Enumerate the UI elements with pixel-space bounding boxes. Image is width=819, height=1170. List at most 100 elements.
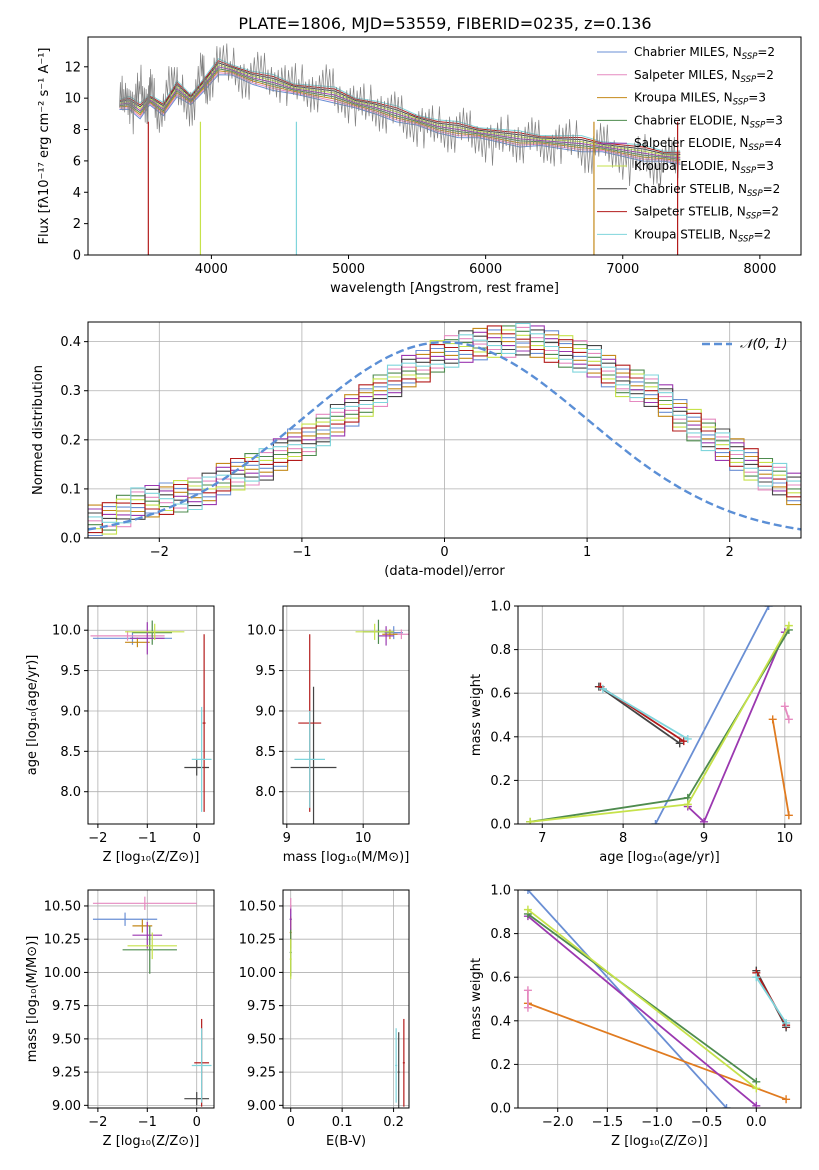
x-axis-label: Z [log₁₀(Z/Z⊙)] <box>611 1134 708 1149</box>
weight-marker <box>752 1084 761 1093</box>
axes-frame <box>87 889 215 1109</box>
y-axis-label: mass weight <box>469 674 484 756</box>
legend-entry: 𝒩(0, 1) <box>740 337 787 352</box>
x-tick-label: 0 <box>287 1115 295 1130</box>
legend-entry: Salpeter ELODIE, NSSP=4 <box>634 136 782 153</box>
y-tick-label: 1.0 <box>490 884 511 899</box>
x-tick-label: 10 <box>777 831 794 846</box>
x-tick-label: 10 <box>355 831 372 846</box>
x-tick-label: −0.5 <box>691 1115 723 1130</box>
weight-marker <box>526 817 535 824</box>
legend-entry: Kroupa MILES, NSSP=3 <box>634 91 766 108</box>
axes-frame <box>87 321 802 539</box>
y-tick-label: 9.50 <box>247 1032 276 1047</box>
y-tick-label: 0.1 <box>60 482 81 497</box>
x-tick-label: −1 <box>138 1115 157 1130</box>
age-vs-mass-panel: 9 10 8.0 8.5 9.0 9.5 10.0 mass [log₁₀(M/M⊙)] <box>247 605 410 865</box>
x-tick-label: 8000 <box>743 262 776 277</box>
x-tick-label: 2 <box>726 545 734 560</box>
x-axis-label: E(B-V) <box>326 1134 366 1149</box>
normal-pdf-curve <box>88 340 801 531</box>
y-tick-label: 0 <box>73 249 81 264</box>
y-axis-label: mass weight <box>469 958 484 1040</box>
weight-marker <box>768 715 777 724</box>
y-tick-label: 12 <box>64 60 81 75</box>
y-tick-label: 0.8 <box>490 927 511 942</box>
y-tick-label: 9.50 <box>52 1032 81 1047</box>
histogram-step <box>88 325 801 534</box>
y-tick-label: 0.6 <box>490 971 511 986</box>
x-axis-label: Z [log₁₀(Z/Z⊙)] <box>103 1134 200 1149</box>
y-tick-label: 9.25 <box>247 1066 276 1081</box>
weight-marker <box>651 820 660 824</box>
model-spectrum-line <box>119 60 681 154</box>
x-tick-label: 8 <box>619 831 627 846</box>
y-tick-label: 9.75 <box>52 999 81 1014</box>
y-tick-label: 6 <box>73 154 81 169</box>
x-axis-label: age [log₁₀(age/yr)] <box>599 850 720 865</box>
model-spectrum-line <box>119 62 681 155</box>
legend-entry: Kroupa ELODIE, NSSP=3 <box>634 159 774 176</box>
x-tick-label: −2 <box>150 545 169 560</box>
x-tick-label: 6000 <box>469 262 502 277</box>
mass-vs-ebv-panel: 0 0.1 0.2 9.00 9.25 9.50 9.75 10.00 10.25 10.50 E(… <box>239 889 410 1149</box>
y-tick-label: 0.8 <box>490 643 511 658</box>
y-tick-label: 0.0 <box>60 532 81 547</box>
weight-line <box>530 625 790 823</box>
legend-entry: Salpeter MILES, NSSP=2 <box>634 68 774 85</box>
weight-line <box>527 1002 787 1101</box>
weight-marker <box>523 986 532 995</box>
y-tick-label: 9.0 <box>255 704 276 719</box>
y-tick-label: 10 <box>64 92 81 107</box>
x-axis-label: (data-model)/error <box>384 564 505 579</box>
x-tick-label: 7 <box>538 831 546 846</box>
y-tick-label: 9.75 <box>247 999 276 1014</box>
spectrum-plot-area <box>119 43 681 255</box>
histogram-step <box>88 325 801 516</box>
weight-marker <box>784 715 793 724</box>
x-tick-label: 0 <box>440 545 448 560</box>
axes-frame <box>87 605 215 825</box>
weight-marker <box>780 702 789 711</box>
histogram-step <box>88 329 801 520</box>
x-axis-label: wavelength [Angstrom, rest frame] <box>330 281 559 296</box>
model-spectrum-line <box>119 64 681 157</box>
y-axis-label: Normed distribution <box>31 365 46 495</box>
histogram-plot-area <box>88 322 801 537</box>
legend-entry: Salpeter STELIB, NSSP=2 <box>634 205 779 222</box>
spectrum-legend: Chabrier MILES, NSSP=2 Salpeter MILES, NS… <box>597 45 783 244</box>
x-tick-label: 5000 <box>332 262 365 277</box>
x-tick-label: 0 <box>193 831 201 846</box>
x-axis-label: mass [log₁₀(M/M⊙)] <box>283 850 410 865</box>
weight-line <box>654 606 770 824</box>
weight-marker <box>683 800 692 809</box>
y-tick-label: 10.0 <box>52 624 81 639</box>
weight-plot-area <box>526 606 793 824</box>
y-tick-label: 8.5 <box>60 745 81 760</box>
weight-line <box>527 908 757 1090</box>
axes-frame <box>282 889 410 1109</box>
y-tick-label: 0.6 <box>490 687 511 702</box>
weight-marker <box>764 606 773 610</box>
weight-line <box>527 915 757 1107</box>
y-tick-label: 10.00 <box>44 966 81 981</box>
x-tick-label: 1 <box>583 545 591 560</box>
weight-marker <box>598 684 607 693</box>
x-tick-label: 9 <box>700 831 708 846</box>
errorbar-plot-area <box>289 897 405 1108</box>
spectrum-panel: 4000 5000 6000 7000 8000 0 2 4 6 8 10 12 wavelength … <box>37 36 802 296</box>
x-tick-label: 9 <box>283 831 291 846</box>
weight-marker <box>752 973 761 982</box>
weight-marker <box>523 905 532 914</box>
y-tick-label: 2 <box>73 217 81 232</box>
y-tick-label: 9.5 <box>60 664 81 679</box>
x-tick-label: 7000 <box>606 262 639 277</box>
histogram-step <box>88 322 801 524</box>
weight-marker <box>722 1104 731 1108</box>
axes-frame <box>87 36 802 256</box>
axes-frame <box>517 605 802 825</box>
y-tick-label: 0.4 <box>490 730 511 745</box>
legend-entry: Chabrier STELIB, NSSP=2 <box>634 182 780 199</box>
y-tick-label: 9.0 <box>60 704 81 719</box>
